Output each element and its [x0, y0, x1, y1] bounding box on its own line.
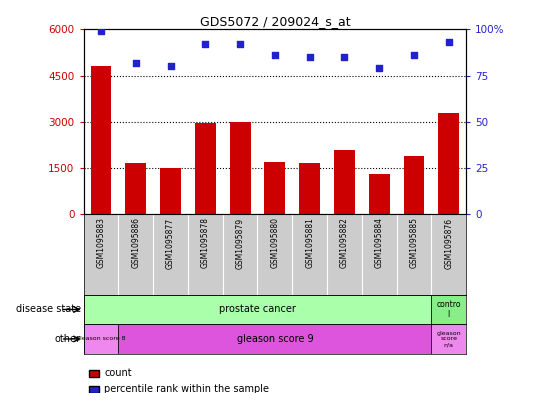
Text: other: other	[55, 334, 81, 344]
Point	[410, 52, 418, 59]
Text: GSM1095886: GSM1095886	[131, 217, 140, 268]
Bar	[431, 324, 466, 354]
Point	[236, 41, 244, 48]
Point	[132, 60, 140, 66]
Text: contro
l: contro l	[437, 300, 461, 319]
Bar	[125, 163, 146, 214]
Text: gleason score 8: gleason score 8	[76, 336, 126, 342]
Text: gleason score 9: gleason score 9	[237, 334, 313, 344]
Text: GSM1095884: GSM1095884	[375, 217, 384, 268]
Bar	[230, 123, 251, 214]
Point	[166, 63, 175, 70]
Bar	[265, 162, 285, 214]
Text: GSM1095881: GSM1095881	[305, 217, 314, 268]
Text: GSM1095885: GSM1095885	[410, 217, 419, 268]
Text: GSM1095880: GSM1095880	[271, 217, 279, 268]
Bar	[160, 168, 181, 214]
Title: GDS5072 / 209024_s_at: GDS5072 / 209024_s_at	[199, 15, 350, 28]
Bar	[431, 295, 466, 324]
Bar	[299, 163, 320, 214]
Bar	[84, 295, 431, 324]
Text: GSM1095877: GSM1095877	[166, 217, 175, 268]
Point	[201, 41, 210, 48]
Text: GSM1095883: GSM1095883	[96, 217, 106, 268]
Bar	[195, 123, 216, 214]
Bar	[369, 174, 390, 214]
Point	[375, 65, 384, 72]
Point	[271, 52, 279, 59]
Bar	[404, 156, 425, 214]
Bar	[334, 149, 355, 214]
Point	[340, 54, 349, 60]
Point	[445, 39, 453, 46]
Bar	[84, 324, 119, 354]
Text: prostate cancer: prostate cancer	[219, 305, 296, 314]
Text: percentile rank within the sample: percentile rank within the sample	[104, 384, 269, 393]
Point	[306, 54, 314, 60]
Text: gleason
score
n/a: gleason score n/a	[437, 331, 461, 347]
Text: GSM1095882: GSM1095882	[340, 217, 349, 268]
Text: count: count	[104, 368, 132, 378]
Text: GSM1095878: GSM1095878	[201, 217, 210, 268]
Text: GSM1095879: GSM1095879	[236, 217, 245, 268]
Bar	[119, 324, 431, 354]
Bar	[91, 66, 112, 214]
Bar	[438, 112, 459, 214]
Point	[96, 28, 105, 35]
Text: GSM1095876: GSM1095876	[444, 217, 453, 268]
Text: disease state: disease state	[16, 305, 81, 314]
